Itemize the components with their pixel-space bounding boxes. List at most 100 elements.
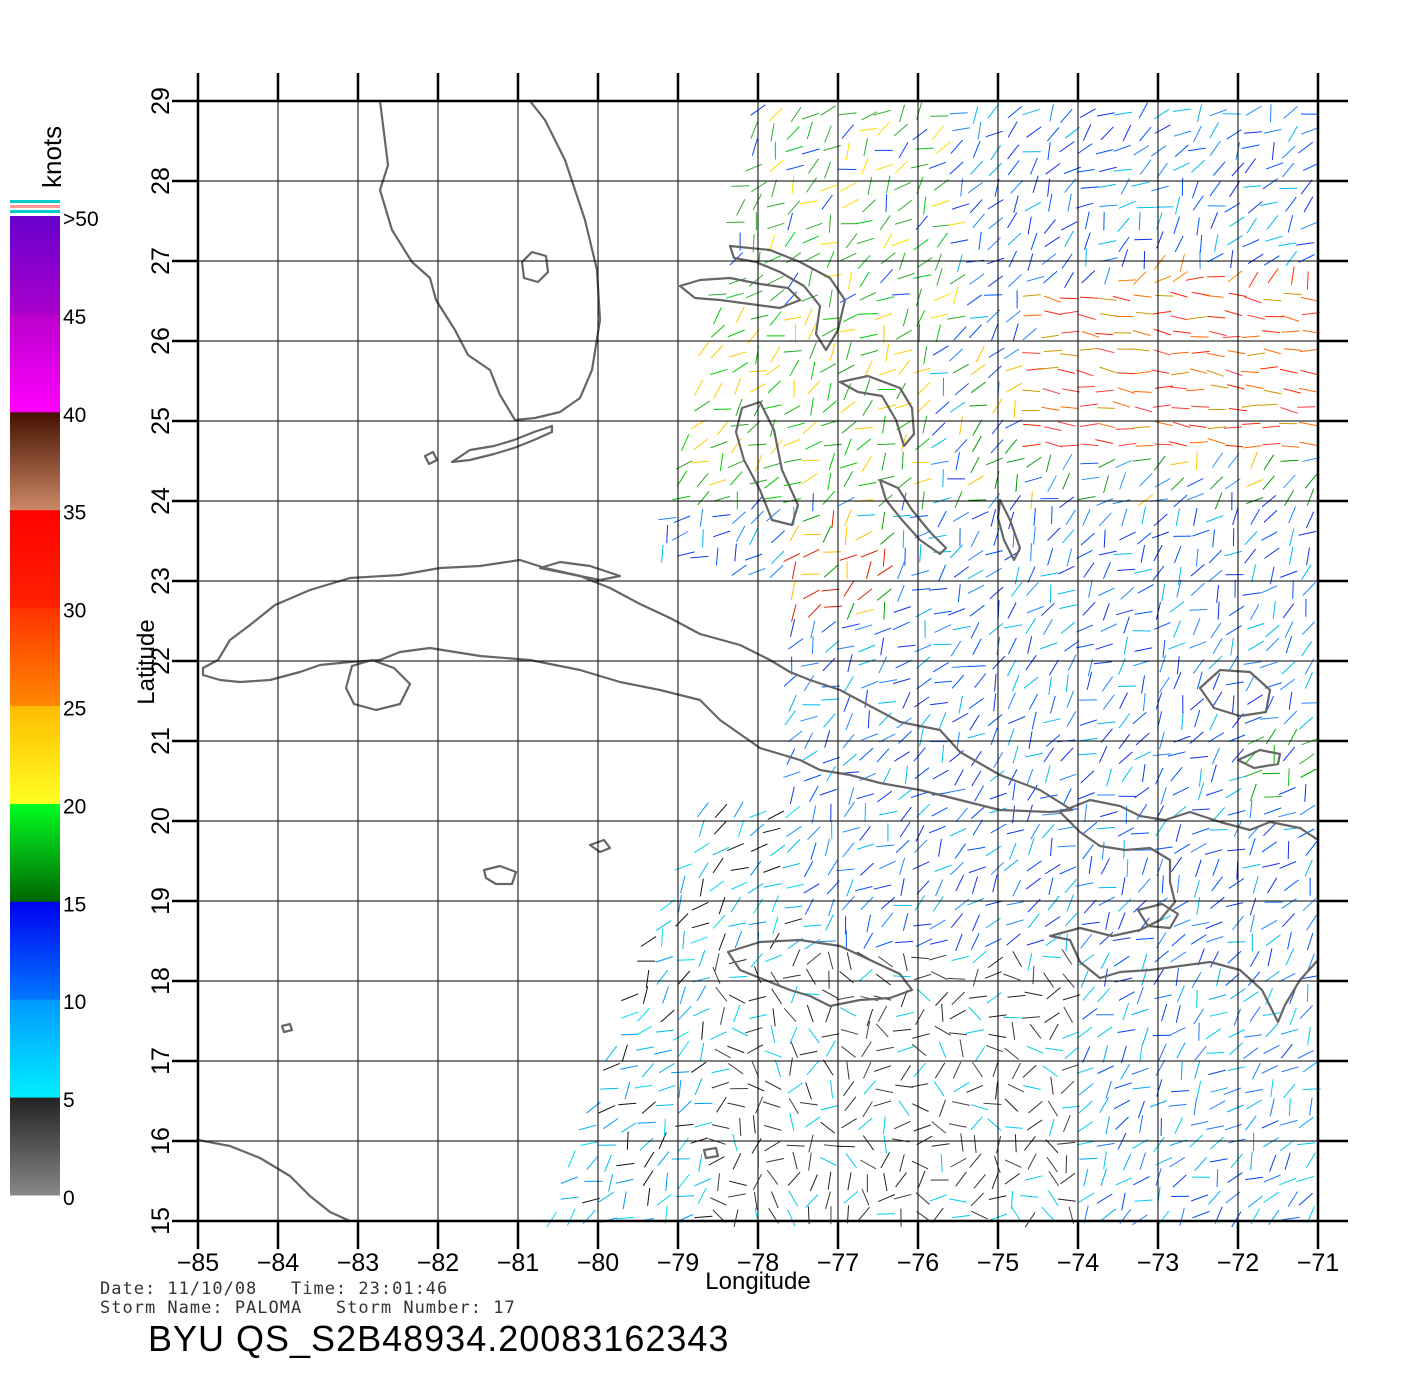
wind-vector	[1078, 314, 1096, 320]
wind-vector	[728, 994, 746, 1004]
wind-vector	[989, 1213, 1008, 1221]
wind-vector	[1045, 454, 1052, 473]
wind-vector	[782, 974, 801, 979]
wind-vector	[750, 510, 764, 525]
wind-vector	[1224, 1123, 1243, 1131]
wind-vector	[1099, 204, 1118, 207]
wind-vector	[546, 1211, 558, 1228]
wind-vector	[990, 439, 1004, 454]
wind-vector	[1282, 746, 1296, 762]
wind-vector	[1022, 1064, 1037, 1078]
wind-vector	[960, 1133, 964, 1152]
wind-vector	[1042, 955, 1061, 959]
wind-vector	[1007, 728, 1015, 746]
wind-vector	[765, 364, 781, 376]
wind-vector	[1206, 1051, 1225, 1054]
wind-vector	[1025, 655, 1037, 671]
wind-vector	[1309, 1097, 1313, 1116]
wind-vector	[1263, 822, 1277, 837]
wind-vector	[767, 222, 785, 230]
wind-vector	[1100, 952, 1110, 969]
wind-vector	[1101, 841, 1105, 860]
wind-vector	[671, 531, 689, 541]
wind-vector	[1100, 728, 1113, 743]
wind-vector	[1042, 812, 1061, 816]
wind-vector	[1027, 913, 1040, 929]
wind-vector	[1097, 721, 1116, 725]
wind-vector	[806, 952, 822, 965]
wind-vector	[1247, 253, 1264, 265]
wind-vector	[1208, 656, 1223, 670]
wind-vector	[1191, 921, 1210, 927]
wind-vector	[883, 601, 886, 620]
wind-vector	[864, 360, 873, 378]
wind-vector	[987, 199, 1004, 210]
wind-vector	[1010, 179, 1024, 194]
wind-vector	[1151, 145, 1167, 157]
wind-vector	[1280, 459, 1299, 462]
wind-vector	[1044, 349, 1063, 353]
wind-vector	[1168, 1103, 1187, 1107]
wind-vector	[1007, 160, 1020, 176]
wind-vector	[615, 1178, 634, 1184]
wind-vector	[950, 640, 962, 657]
colorbar-band	[10, 509, 60, 609]
wind-vector	[1168, 642, 1186, 650]
wind-vector	[1155, 692, 1163, 710]
wind-vector	[1188, 424, 1207, 428]
wind-vector	[1265, 624, 1280, 638]
wind-vector	[1136, 986, 1144, 1005]
wind-vector	[774, 1059, 781, 1078]
wind-vector	[1047, 178, 1051, 197]
wind-vector	[915, 438, 930, 451]
wind-vector	[1301, 975, 1320, 980]
wind-vector	[1175, 196, 1181, 215]
colorbar-tick-label: 35	[63, 502, 86, 525]
wind-vector	[662, 986, 669, 1004]
wind-vector	[843, 581, 855, 597]
wind-vector	[1209, 713, 1218, 731]
wind-vector	[1181, 711, 1184, 731]
lon-tick-label: −82	[417, 1249, 459, 1277]
wind-vector	[1039, 642, 1058, 650]
wind-vector	[840, 182, 857, 192]
wind-vector	[1279, 1177, 1297, 1186]
wind-vector	[1097, 1026, 1113, 1038]
wind-vector	[821, 327, 839, 337]
wind-vector	[1225, 444, 1244, 448]
wind-vector	[699, 508, 704, 527]
wind-vector	[1078, 1192, 1095, 1203]
wind-vector	[820, 184, 838, 192]
wind-vector	[922, 415, 928, 434]
wind-vector	[954, 383, 970, 396]
wind-vector	[1241, 370, 1260, 374]
wind-vector	[783, 1007, 797, 1023]
wind-vector	[929, 825, 947, 834]
wind-vector	[694, 400, 710, 412]
wind-vector	[861, 733, 879, 741]
wind-vector	[1227, 453, 1240, 469]
wind-vector	[984, 971, 1002, 979]
wind-vector	[1133, 899, 1147, 913]
wind-vector	[1027, 1119, 1043, 1131]
wind-vector	[1193, 1097, 1198, 1116]
wind-vector	[719, 453, 724, 471]
wind-vector	[708, 1156, 725, 1166]
wind-vector	[1044, 295, 1062, 303]
wind-vector	[934, 680, 953, 684]
wind-vector	[985, 938, 1002, 948]
wind-vector	[1249, 603, 1260, 621]
wind-vector	[941, 1003, 944, 1022]
wind-vector	[898, 141, 909, 158]
wind-vector	[1134, 406, 1153, 413]
lon-tick-label: −83	[337, 1249, 379, 1277]
wind-vector	[675, 913, 689, 927]
wind-vector	[784, 231, 796, 248]
wind-vector	[642, 1170, 654, 1187]
wind-vector	[1193, 1008, 1205, 1025]
wind-vector	[836, 996, 855, 1001]
wind-vector	[1226, 235, 1243, 246]
wind-vector	[1061, 1064, 1079, 1071]
wind-vector	[972, 213, 985, 228]
wind-vector	[1265, 728, 1277, 745]
